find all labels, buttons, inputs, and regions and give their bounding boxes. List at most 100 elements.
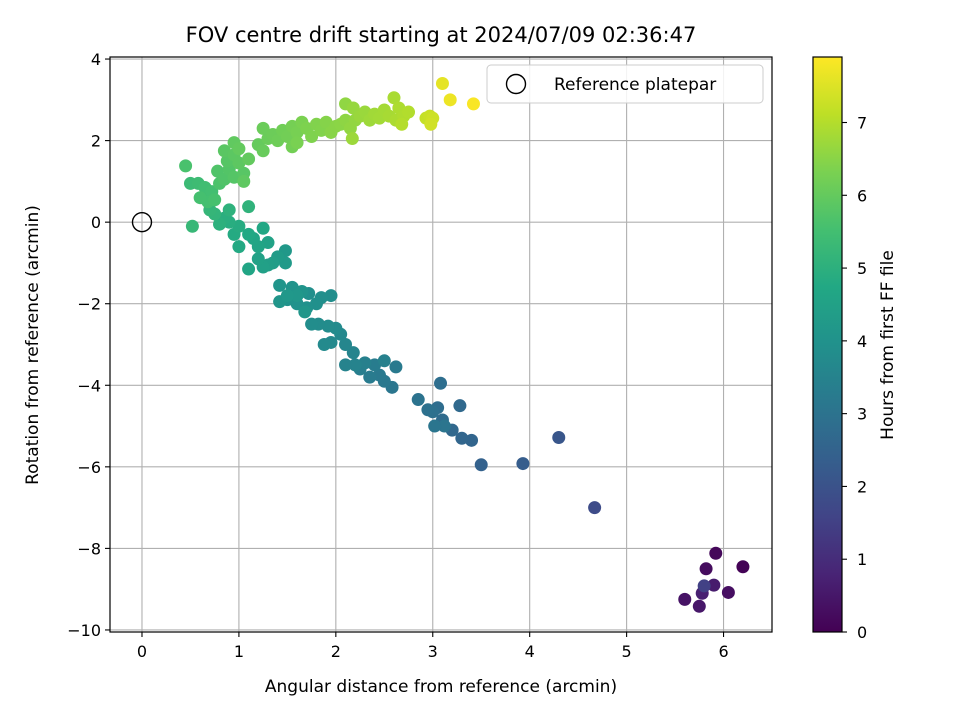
data-point [707, 578, 721, 592]
data-point [736, 560, 750, 574]
data-point [552, 430, 566, 444]
x-tick-label: 2 [331, 642, 341, 661]
data-point [395, 117, 409, 131]
colorbar-tick-label: 2 [857, 477, 867, 496]
y-tick-label: −6 [77, 458, 101, 477]
data-point [298, 305, 312, 319]
data-point [321, 319, 335, 333]
data-point [222, 203, 236, 217]
colorbar-tick-label: 1 [857, 550, 867, 569]
legend-reference-marker [505, 73, 527, 95]
colorbar-tick-label: 0 [857, 623, 867, 642]
data-point [232, 240, 246, 254]
chart-title: FOV centre drift starting at 2024/07/09 … [186, 23, 697, 47]
colorbar-tick-label: 6 [857, 186, 867, 205]
x-tick-label: 6 [718, 642, 728, 661]
data-point [256, 221, 270, 235]
legend-box [486, 64, 764, 104]
data-point [424, 117, 438, 131]
data-point [346, 346, 360, 360]
data-point [721, 585, 735, 599]
data-point [387, 91, 401, 105]
data-point [339, 338, 353, 351]
data-point [389, 360, 403, 374]
data-point [256, 121, 270, 135]
plot-frame [109, 56, 773, 633]
data-point [372, 368, 386, 382]
data-point [290, 136, 304, 150]
data-point [588, 501, 602, 515]
data-point [251, 252, 265, 266]
data-point [402, 105, 416, 119]
data-point [305, 317, 319, 331]
data-point [435, 77, 449, 91]
y-tick-label: −4 [77, 376, 101, 395]
data-point [217, 172, 231, 186]
colorbar-tick-label: 5 [857, 259, 867, 278]
data-point [185, 219, 199, 233]
colorbar-tick-label: 7 [857, 114, 867, 133]
data-point [434, 376, 448, 390]
data-point [348, 358, 362, 372]
x-tick-label: 0 [137, 642, 147, 661]
data-point [692, 599, 706, 613]
x-axis-ticks: 0 1 2 3 4 5 6 [137, 632, 729, 661]
legend: Reference platepar [486, 64, 764, 104]
data-point [516, 457, 530, 471]
data-point [256, 144, 270, 158]
colorbar-tick-label: 3 [857, 405, 867, 424]
y-tick-label: −10 [67, 621, 101, 640]
data-point [324, 289, 338, 303]
data-point [242, 262, 256, 276]
y-tick-label: −8 [77, 539, 101, 558]
legend-label: Reference platepar [554, 75, 716, 95]
x-tick-label: 1 [234, 642, 244, 661]
data-point [363, 370, 377, 384]
data-point [377, 354, 391, 368]
y-tick-label: 2 [91, 132, 101, 151]
data-point [242, 152, 256, 166]
data-point [709, 546, 723, 560]
colorbar-ticks: 0 1 2 3 4 5 6 7 [842, 114, 867, 642]
data-point [437, 419, 451, 433]
data-point [421, 403, 435, 417]
x-axis-label: Angular distance from reference (arcmin) [265, 677, 617, 697]
data-point [208, 193, 222, 207]
data-point [678, 592, 692, 606]
data-point [699, 562, 713, 576]
data-point [339, 358, 353, 372]
data-point [193, 191, 207, 205]
y-tick-label: 0 [91, 213, 101, 232]
data-point [455, 431, 469, 445]
data-point [358, 356, 372, 370]
colorbar-gradient [812, 56, 843, 633]
y-tick-label: 4 [91, 50, 101, 69]
data-point [242, 200, 256, 214]
colorbar-tick-label: 4 [857, 332, 867, 351]
data-point [428, 419, 442, 433]
data-point [453, 399, 467, 413]
y-axis-ticks: −10 −8 −6 −4 −2 0 2 4 [67, 50, 110, 640]
colorbar-label: Hours from first FF file [878, 250, 898, 440]
data-point [273, 278, 287, 292]
data-point [213, 217, 227, 231]
data-point [317, 338, 331, 351]
reference-point [131, 211, 153, 233]
data-point [179, 159, 193, 173]
y-tick-label: −2 [77, 295, 101, 314]
scatter-points [179, 77, 750, 613]
x-tick-label: 4 [525, 642, 535, 661]
grid-lines [110, 57, 772, 632]
data-point [345, 132, 359, 146]
data-point [474, 458, 488, 472]
data-point [232, 142, 246, 156]
data-point [466, 97, 480, 111]
data-point [237, 174, 251, 188]
x-tick-label: 5 [622, 642, 632, 661]
data-point [280, 289, 294, 303]
data-point [411, 393, 425, 407]
data-point [305, 130, 319, 144]
colorbar: 0 1 2 3 4 5 6 7 Hours from first FF file [812, 56, 898, 642]
data-point [443, 93, 457, 107]
